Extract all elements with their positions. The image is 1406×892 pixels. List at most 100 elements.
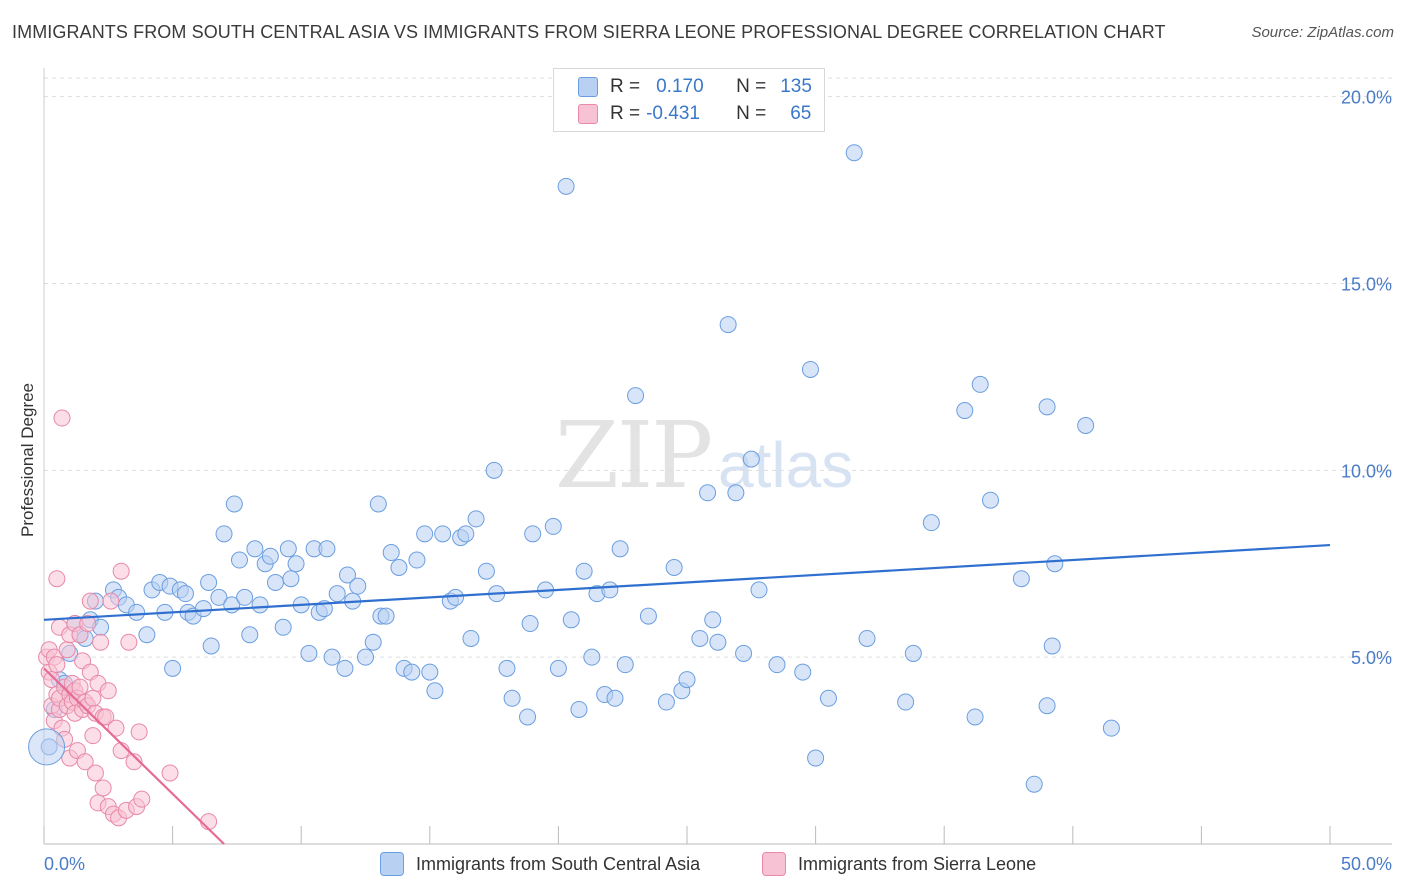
- blue-data-point: [981, 491, 999, 509]
- blue-data-point: [462, 629, 480, 647]
- blue-data-point: [390, 558, 408, 576]
- pink-data-point: [84, 727, 102, 745]
- correlation-legend: R = 0.170 N = 135 R = -0.431 N = 65: [553, 68, 825, 132]
- blue-data-point: [349, 577, 367, 595]
- blue-data-point: [750, 581, 768, 599]
- blue-data-point: [300, 644, 318, 662]
- blue-data-point: [519, 708, 537, 726]
- blue-data-point: [467, 510, 485, 528]
- blue-data-point: [246, 540, 264, 558]
- blue-data-point: [434, 525, 452, 543]
- blue-data-point: [524, 525, 542, 543]
- blue-data-point: [719, 316, 737, 334]
- blue-data-point: [1077, 417, 1095, 435]
- pink-data-point: [48, 656, 66, 674]
- blue-data-point: [377, 607, 395, 625]
- blue-data-point: [611, 540, 629, 558]
- pink-data-point: [112, 562, 130, 580]
- blue-data-point: [210, 588, 228, 606]
- blue-data-point: [742, 450, 760, 468]
- blue-data-point: [704, 611, 722, 629]
- blue-data-point: [971, 375, 989, 393]
- blue-data-point: [230, 551, 248, 569]
- legend-pink-n-value: 65: [790, 103, 812, 124]
- blue-data-point: [544, 517, 562, 535]
- bottom-legend-swatch-pink: [762, 852, 786, 876]
- pink-trend-line: [43, 667, 225, 845]
- blue-data-point: [897, 693, 915, 711]
- legend-blue-n-label: N =: [736, 76, 767, 97]
- blue-data-point: [627, 387, 645, 405]
- bottom-legend-blue: Immigrants from South Central Asia: [380, 852, 700, 876]
- blue-data-point: [194, 600, 212, 618]
- blue-data-point: [498, 659, 516, 677]
- blue-data-point: [338, 566, 356, 584]
- source-label: Source: ZipAtlas.com: [1251, 24, 1394, 41]
- pink-data-point: [86, 764, 104, 782]
- blue-data-point: [1038, 398, 1056, 416]
- pink-data-point: [130, 723, 148, 741]
- pink-data-point: [133, 790, 151, 808]
- blue-data-point: [616, 656, 634, 674]
- blue-data-point: [403, 663, 421, 681]
- bottom-legend-label-blue: Immigrants from South Central Asia: [416, 853, 701, 874]
- blue-data-point: [282, 570, 300, 588]
- blue-data-point: [236, 588, 254, 606]
- legend-swatch-blue: [578, 77, 598, 97]
- legend-swatch-pink: [578, 104, 598, 124]
- legend-row-pink: R = -0.431 N = 65: [578, 101, 811, 127]
- blue-data-point: [261, 547, 279, 565]
- blue-data-point: [709, 633, 727, 651]
- pink-data-point: [79, 615, 97, 633]
- pink-data-point: [161, 764, 179, 782]
- blue-data-point: [699, 484, 717, 502]
- blue-data-point: [200, 573, 218, 591]
- blue-data-point: [665, 558, 683, 576]
- blue-data-point: [274, 618, 292, 636]
- blue-data-point: [202, 637, 220, 655]
- blue-data-point: [521, 615, 539, 633]
- blue-data-point: [447, 588, 465, 606]
- blue-data-point: [1038, 697, 1056, 715]
- legend-pink-r-label: R =: [610, 103, 641, 124]
- pink-data-point: [97, 708, 115, 726]
- blue-data-point: [382, 544, 400, 562]
- blue-data-point: [583, 648, 601, 666]
- blue-data-point: [768, 656, 786, 674]
- blue-data-point: [328, 585, 346, 603]
- blue-data-point: [477, 562, 495, 580]
- y-tick-label: 20.0%: [1341, 88, 1392, 108]
- blue-data-point: [794, 663, 812, 681]
- legend-blue-r-value: 0.170: [656, 76, 704, 97]
- blue-data-point: [426, 682, 444, 700]
- blue-data-point: [408, 551, 426, 569]
- blue-data-point: [215, 525, 233, 543]
- pink-data-point: [84, 689, 102, 707]
- blue-data-point: [1012, 570, 1030, 588]
- y-tick-label: 15.0%: [1341, 275, 1392, 295]
- x-tick-label: 0.0%: [44, 854, 85, 874]
- blue-data-point: [557, 177, 575, 195]
- legend-row-blue: R = 0.170 N = 135: [578, 74, 812, 100]
- blue-data-point: [601, 581, 619, 599]
- blue-data-point: [323, 648, 341, 666]
- blue-data-point: [807, 749, 825, 767]
- pink-data-point: [43, 671, 61, 689]
- chart-title: IMMIGRANTS FROM SOUTH CENTRAL ASIA VS IM…: [12, 22, 1166, 42]
- blue-data-point: [691, 629, 709, 647]
- blue-data-point: [336, 659, 354, 677]
- blue-data-point: [678, 671, 696, 689]
- pink-data-point: [81, 592, 99, 610]
- blue-data-point: [801, 360, 819, 378]
- blue-data-point: [318, 540, 336, 558]
- blue-data-point: [176, 585, 194, 603]
- blue-data-point: [1025, 775, 1043, 793]
- pink-data-point: [99, 682, 117, 700]
- blue-data-point: [575, 562, 593, 580]
- blue-trend-line: [43, 543, 1331, 621]
- blue-data-point: [639, 607, 657, 625]
- x-tick-label: 50.0%: [1341, 854, 1392, 874]
- y-tick-label: 5.0%: [1351, 648, 1392, 668]
- blue-data-point: [364, 633, 382, 651]
